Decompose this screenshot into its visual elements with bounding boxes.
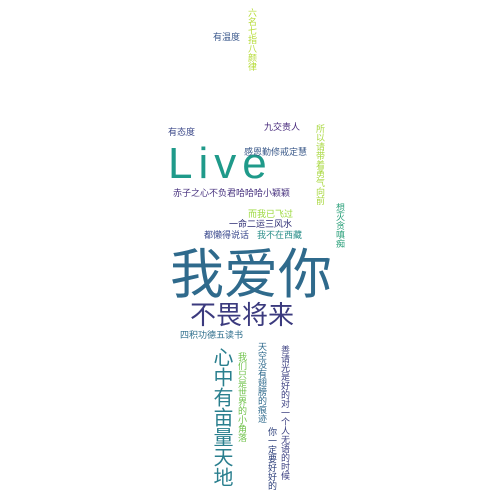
word-live: Live	[168, 139, 273, 188]
word-xin-zhong: 心中有亩量天地	[210, 347, 234, 487]
word-ni-yi-ding: 你一定要好好的	[266, 427, 276, 490]
word-jiu-jiao: 九交责人	[264, 123, 301, 133]
word-tian-kong: 天空没有翅膀的痕迹	[256, 342, 266, 423]
word-si-ji: 四积功德五读书	[180, 331, 244, 341]
word-er-wo: 而我已飞过	[248, 210, 294, 220]
word-you-wen-du: 有温度	[213, 33, 241, 43]
word-xiang-mie: 想灭贪嗔痴	[334, 203, 344, 248]
word-dou-lan: 都懒得说话	[204, 231, 250, 241]
word-wo-bu-zai: 我不在西藏	[257, 231, 303, 241]
word-bu-wei-jiang-lai: 不畏将来	[190, 301, 295, 331]
word-suo-yi: 所以请带着勇气向前	[314, 124, 324, 205]
word-chi-zi: 赤子之心不负君哈哈哈小颖颖	[173, 189, 291, 199]
word-yi-ming: 一命二运三风水	[229, 220, 293, 230]
word-shan-qing: 善请光是好的对一个人无语的时候	[279, 345, 289, 480]
word-you-tai-du: 有态度	[168, 128, 196, 138]
word-wo-men: 我们只是世界的小角落	[236, 352, 246, 442]
word-gan-en: 感恩勤修戒定慧	[244, 148, 308, 158]
word-wo-ai-ni: 我爱你	[170, 243, 332, 306]
word-liu-ming: 六名七指八颜律	[246, 8, 256, 71]
